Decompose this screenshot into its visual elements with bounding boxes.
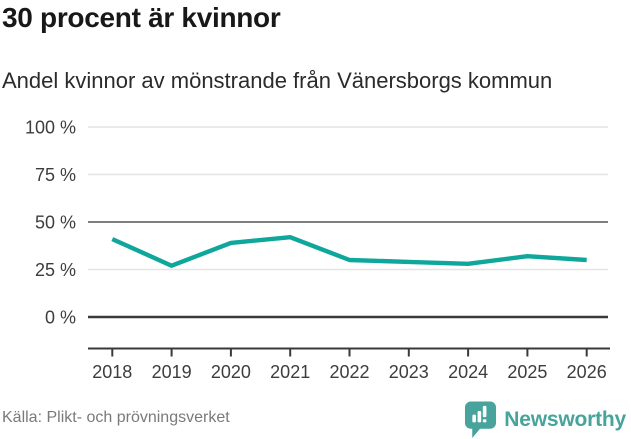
newsworthy-wordmark: Newsworthy <box>504 408 626 431</box>
chart-title: 30 procent är kvinnor <box>2 2 281 33</box>
x-axis-label-2019: 2019 <box>152 362 192 382</box>
y-axis-label-50: 50 % <box>35 213 76 233</box>
newsworthy-logo: Newsworthy <box>464 401 626 439</box>
x-axis-label-2018: 2018 <box>92 362 132 382</box>
data-line-share-of-women <box>111 234 587 268</box>
x-axis-label-2021: 2021 <box>270 362 310 382</box>
newsworthy-bubble-chart-icon <box>465 401 497 438</box>
y-axis-label-25: 25 % <box>35 260 76 280</box>
line-chart: 0 % 25 % 50 % 75 % 100 % 2018 2019 2020 2021 2022… <box>25 118 610 382</box>
x-axis-label-2025: 2025 <box>507 362 547 382</box>
x-axis-label-2022: 2022 <box>329 362 369 382</box>
source-note: Källa: Plikt- och prövningsverket <box>2 409 230 426</box>
x-axis-label-2023: 2023 <box>389 362 429 382</box>
x-axis-label-2024: 2024 <box>448 362 488 382</box>
y-axis-label-75: 75 % <box>35 165 76 185</box>
x-axis-label-2026: 2026 <box>567 362 607 382</box>
chart-subtitle: Andel kvinnor av mönstrande från Vänersb… <box>2 68 553 93</box>
y-axis-label-100: 100 % <box>25 118 76 138</box>
y-axis-label-0: 0 % <box>45 308 76 328</box>
x-axis-label-2020: 2020 <box>211 362 251 382</box>
